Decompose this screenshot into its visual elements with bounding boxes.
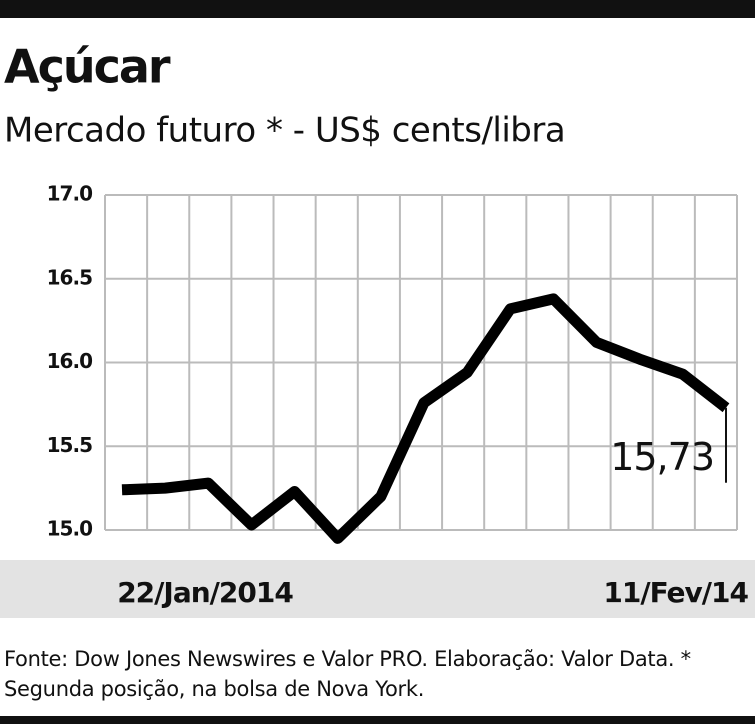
y-tick-label: 15.5: [47, 433, 92, 457]
data-label: 15,73: [610, 435, 714, 479]
axis-band: [0, 560, 755, 618]
chart-subtitle: Mercado futuro * - US$ cents/libra: [4, 111, 565, 151]
y-tick-label: 16.0: [47, 349, 92, 373]
chart-title: Açúcar: [4, 40, 171, 94]
top-bar: [0, 0, 755, 18]
x-tick-label: 11/Fev/14: [603, 576, 748, 609]
x-tick-label: 22/Jan/2014: [117, 576, 293, 609]
y-tick-label: 15.0: [47, 517, 92, 541]
y-tick-label: 17.0: [47, 182, 92, 206]
bottom-bar: [0, 716, 755, 724]
y-tick-label: 16.5: [47, 265, 92, 289]
line: [121, 293, 730, 544]
source: Fonte: Dow Jones Newswires e Valor PRO. …: [4, 647, 691, 701]
